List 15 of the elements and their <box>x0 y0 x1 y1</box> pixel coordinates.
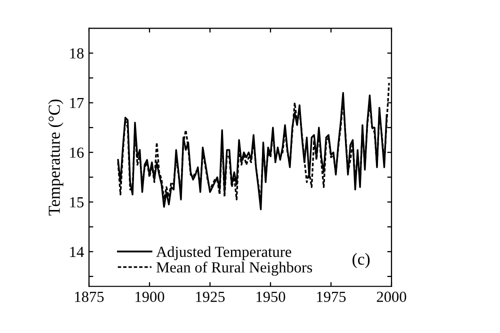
y-tick-label: 15 <box>70 197 84 208</box>
x-tick-label: 1875 <box>75 292 104 302</box>
y-tick-label: 18 <box>70 48 84 59</box>
y-tick-label: 17 <box>70 98 84 108</box>
x-tick-label: 2000 <box>376 292 406 302</box>
legend-label: Mean of Rural Neighbors <box>156 262 312 276</box>
x-tick-label: 1900 <box>136 292 164 302</box>
y-axis-title: Temperature (°C) <box>48 100 64 216</box>
y-tick-label: 16 <box>70 148 84 158</box>
legend-label: Adjusted Temperature <box>156 246 292 260</box>
x-tick-label: 1950 <box>256 292 286 302</box>
annotation: (c) <box>352 253 370 268</box>
y-tick-label: 14 <box>70 246 84 257</box>
x-tick-label: 1975 <box>317 292 346 302</box>
x-tick-label: 1925 <box>196 292 225 302</box>
